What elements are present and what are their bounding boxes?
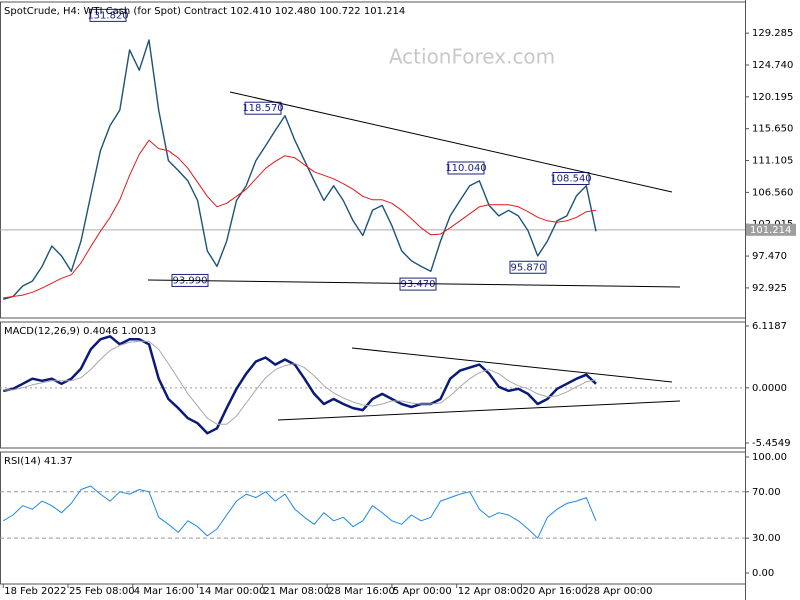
watermark: ActionForex.com	[389, 45, 555, 69]
price-annotation-box	[244, 101, 282, 115]
trendline	[147, 279, 681, 288]
x-tick-label: 12 Apr 08:00	[458, 586, 523, 597]
trendlines	[147, 91, 681, 421]
y-tick-label: 97.470	[752, 251, 787, 262]
y-tick-label: 124.740	[752, 60, 793, 71]
y-tick-label: 6.1187	[752, 321, 787, 332]
panel-border	[0, 451, 746, 585]
y-tick-label: 92.925	[752, 283, 787, 294]
series-line	[3, 39, 597, 300]
price-annotation: 108.540	[550, 173, 591, 184]
series-line	[3, 340, 597, 425]
panel-border	[0, 321, 746, 449]
price-annotation-box	[89, 8, 127, 22]
trendline	[351, 347, 673, 383]
price-annotation: 118.570	[242, 103, 283, 114]
y-tick-label: 70.00	[752, 487, 781, 498]
price-annotation-box	[509, 260, 547, 274]
price-annotation: 131.820	[87, 10, 128, 21]
y-tick-label: 100.00	[752, 452, 787, 463]
price-annotation: 93.470	[401, 279, 436, 290]
x-tick-label: 21 Mar 08:00	[263, 586, 330, 597]
x-tick-label: 28 Mar 16:00	[328, 586, 395, 597]
x-tick-label: 20 Apr 16:00	[523, 586, 588, 597]
y-tick-label: 120.195	[752, 92, 793, 103]
current-price-box	[746, 223, 796, 236]
panel-border	[0, 1, 746, 319]
panel-title: SpotCrude, H4: WTI Cash (for Spot) Contr…	[4, 6, 405, 17]
x-tick-label: 4 Mar 16:00	[134, 586, 194, 597]
panel-title: MACD(12,26,9) 0.4046 1.0013	[4, 326, 156, 337]
x-tick-label: 18 Feb 2022	[4, 586, 66, 597]
x-tick-label: 5 Apr 00:00	[393, 586, 452, 597]
y-tick-label: 129.285	[752, 28, 793, 39]
price-annotation-box	[447, 161, 485, 175]
x-tick-label: 14 Mar 00:00	[199, 586, 266, 597]
y-tick-label: 115.650	[752, 124, 793, 135]
y-tick-label: 0.00	[752, 568, 774, 579]
price-annotation: 110.040	[445, 163, 486, 174]
y-tick-label: 111.105	[752, 156, 793, 167]
y-tick-label: 106.560	[752, 187, 793, 198]
series-line	[2, 335, 597, 435]
trendline	[277, 400, 681, 421]
series-line	[2, 485, 597, 539]
price-annotation-box	[552, 171, 590, 185]
y-tick-label: 30.00	[752, 533, 781, 544]
series-line	[3, 139, 597, 299]
x-tick-label: 25 Feb 08:00	[69, 586, 135, 597]
current-price-label: 101.214	[750, 225, 791, 236]
x-tick-label: 28 Apr 00:00	[587, 586, 652, 597]
y-tick-label: 0.0000	[752, 383, 787, 394]
panel-title: RSI(14) 41.37	[4, 456, 73, 467]
y-tick-label: -5.4549	[752, 438, 791, 449]
trendline	[229, 91, 673, 193]
price-annotation: 95.870	[511, 262, 546, 273]
